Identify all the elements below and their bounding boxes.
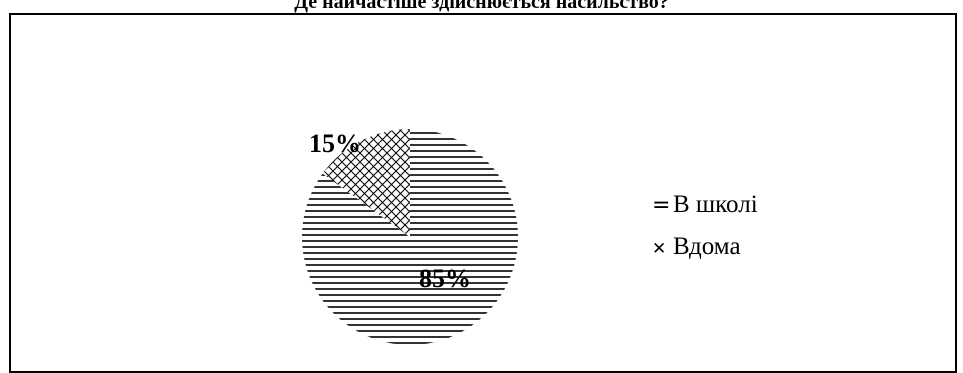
pie-slice-1: [322, 129, 410, 237]
legend-marker-0: =: [652, 193, 670, 218]
legend-label-0: В школі: [673, 191, 758, 218]
chart-title: Де найчастіше здійснюється насильство?: [294, 0, 669, 13]
data-label-0: 85%: [419, 264, 471, 293]
legend-label-1: Вдома: [673, 233, 741, 260]
data-label-1: 15%: [309, 129, 361, 158]
legend-marker-1: ✕: [652, 239, 666, 259]
